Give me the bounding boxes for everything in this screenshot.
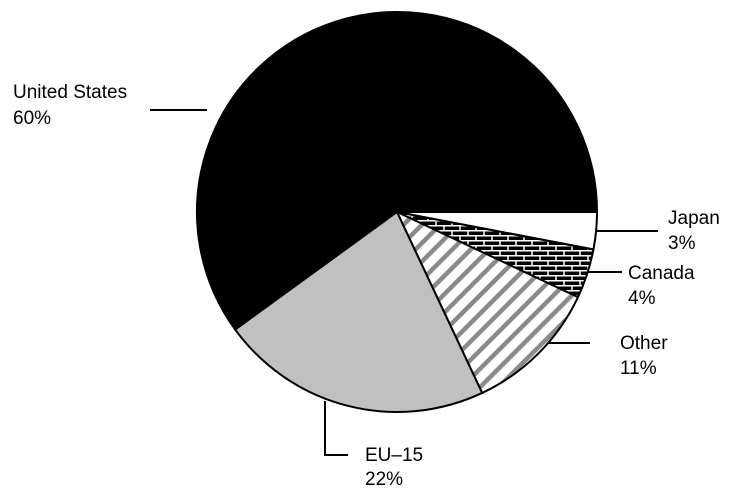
label-canada-name: Canada [628, 263, 695, 284]
label-united-states-value: 60% [13, 108, 51, 129]
label-eu15: EU–15 22% [365, 445, 423, 490]
label-other: Other 11% [620, 333, 668, 379]
label-japan-value: 3% [668, 233, 696, 254]
label-other-value: 11% [620, 358, 657, 379]
slice-other [394, 209, 580, 395]
slice-united-states [196, 11, 599, 331]
label-united-states: United States 60% [13, 82, 127, 129]
label-united-states-name: United States [13, 82, 127, 103]
label-canada: Canada 4% [628, 263, 695, 309]
label-eu15-value: 22% [365, 469, 403, 490]
label-canada-value: 4% [628, 288, 656, 309]
slice-eu-15 [233, 210, 484, 413]
leader-line-eu15 [324, 401, 348, 456]
label-japan-name: Japan [668, 208, 720, 229]
label-eu15-name: EU–15 [365, 445, 423, 466]
label-other-name: Other [620, 333, 668, 354]
label-japan: Japan 3% [668, 208, 720, 254]
pie-slices [196, 11, 599, 413]
